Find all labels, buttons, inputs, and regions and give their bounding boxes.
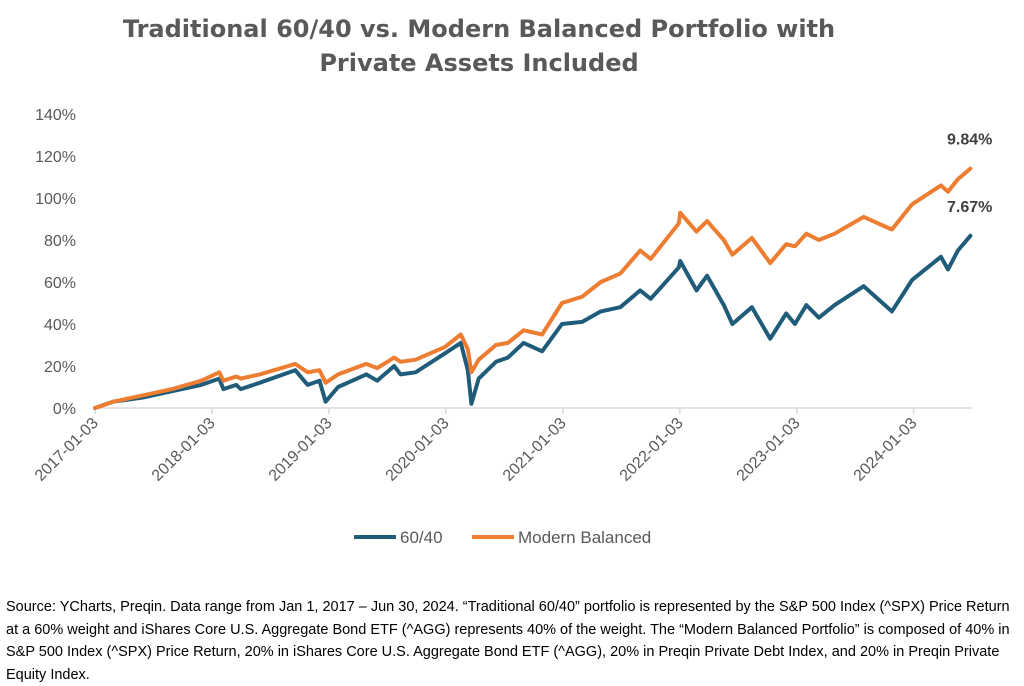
end-labels: 7.67% 9.84% — [947, 132, 992, 216]
legend-label: Modern Balanced — [518, 528, 651, 547]
y-tick-label: 80% — [44, 233, 76, 250]
y-axis: 0% 20% 40% 60% 80% 100% 120% 140% — [35, 107, 76, 418]
y-tick-label: 140% — [35, 107, 76, 124]
x-tick-label: 2022-01-03 — [617, 415, 687, 485]
chart-title-line-2: Private Assets Included — [319, 49, 639, 77]
x-tick-label: 2018-01-03 — [149, 415, 219, 485]
x-tick-label: 2017-01-03 — [32, 415, 102, 485]
x-tick-label: 2024-01-03 — [851, 415, 921, 485]
x-axis: 2017-01-03 2018-01-03 2019-01-03 2020-01-03… — [32, 407, 972, 485]
x-tick-label: 2019-01-03 — [266, 415, 336, 485]
x-tick-label: 2021-01-03 — [500, 415, 570, 485]
series-layer — [93, 166, 973, 410]
chart-legend: 60/40 Modern Balanced — [354, 528, 651, 547]
series-line-modern-balanced — [93, 166, 973, 410]
x-tick-label: 2020-01-03 — [383, 415, 453, 485]
y-tick-label: 120% — [35, 149, 76, 166]
end-value-label: 9.84% — [947, 132, 992, 149]
y-tick-label: 60% — [44, 275, 76, 292]
y-tick-label: 0% — [53, 401, 76, 418]
y-tick-label: 100% — [35, 191, 76, 208]
series-line-60-40 — [93, 233, 973, 410]
legend-label: 60/40 — [400, 528, 443, 547]
chart-title: Traditional 60/40 vs. Modern Balanced Po… — [0, 12, 958, 80]
x-tick-label: 2023-01-03 — [734, 415, 804, 485]
source-note: Source: YCharts, Preqin. Data range from… — [6, 599, 1010, 683]
y-tick-label: 40% — [44, 317, 76, 334]
y-tick-label: 20% — [44, 359, 76, 376]
end-value-label: 7.67% — [947, 199, 992, 216]
line-chart: 0%20%40%60%80%100%120%140% 2017-01-03 201… — [32, 107, 992, 547]
chart-title-line-1: Traditional 60/40 vs. Modern Balanced Po… — [122, 15, 836, 43]
